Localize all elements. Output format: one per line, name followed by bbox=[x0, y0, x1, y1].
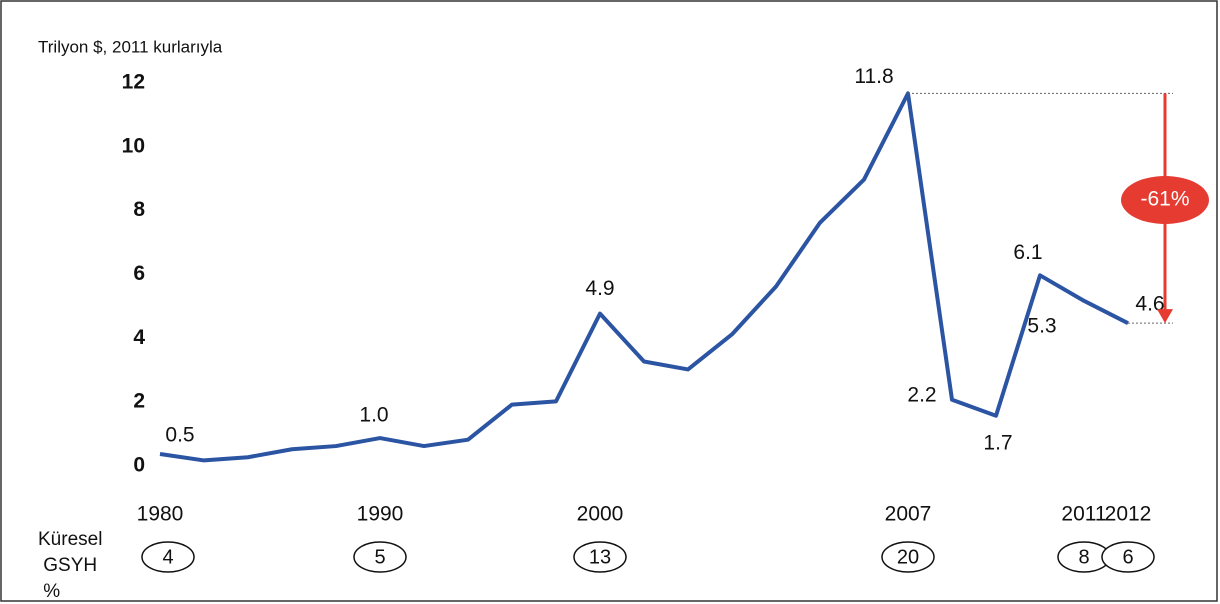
value-label: 4.6 bbox=[1135, 293, 1164, 316]
gdp-value: 6 bbox=[1122, 546, 1133, 568]
gdp-badge bbox=[141, 541, 195, 573]
gdp-value: 8 bbox=[1078, 546, 1089, 568]
gdp-label: Küresel GSYH % bbox=[38, 529, 102, 602]
arrow-head bbox=[1157, 309, 1173, 324]
x-tick-label: 2012 bbox=[1105, 503, 1152, 526]
y-axis-label: Trilyon $, 2011 kurlarıyla bbox=[38, 37, 223, 56]
value-label: 1.7 bbox=[983, 431, 1012, 454]
x-tick-label: 1990 bbox=[357, 503, 404, 526]
gdp-value: 5 bbox=[374, 546, 385, 568]
x-tick-label: 2007 bbox=[885, 503, 932, 526]
value-label: 0.5 bbox=[165, 424, 194, 447]
gdp-badge bbox=[353, 541, 407, 573]
value-label: 6.1 bbox=[1013, 241, 1042, 264]
gdp-value: 20 bbox=[897, 546, 919, 568]
data-line bbox=[159, 91, 1129, 463]
value-label: 5.3 bbox=[1027, 314, 1056, 337]
change-label: -61% bbox=[1140, 188, 1189, 211]
gdp-value: 13 bbox=[589, 546, 611, 568]
gdp-badge bbox=[1101, 541, 1155, 573]
y-tick-label: 8 bbox=[133, 198, 145, 221]
x-tick-label: 2011 bbox=[1061, 503, 1106, 526]
gdp-badge bbox=[573, 541, 627, 573]
y-tick-label: 0 bbox=[133, 454, 145, 477]
value-label: 4.9 bbox=[585, 277, 614, 300]
x-tick-label: 2000 bbox=[577, 503, 624, 526]
x-tick-label: 1980 bbox=[137, 503, 184, 526]
y-tick-label: 2 bbox=[133, 390, 145, 413]
y-tick-label: 10 bbox=[122, 134, 145, 157]
value-label: 11.8 bbox=[854, 65, 893, 88]
y-tick-label: 4 bbox=[133, 326, 145, 349]
value-label: 2.2 bbox=[907, 383, 936, 406]
y-tick-label: 6 bbox=[133, 262, 145, 285]
value-label: 1.0 bbox=[359, 404, 388, 427]
change-badge bbox=[1121, 176, 1209, 224]
gdp-value: 4 bbox=[162, 546, 173, 568]
gdp-badge bbox=[881, 541, 935, 573]
y-tick-label: 12 bbox=[122, 71, 145, 94]
